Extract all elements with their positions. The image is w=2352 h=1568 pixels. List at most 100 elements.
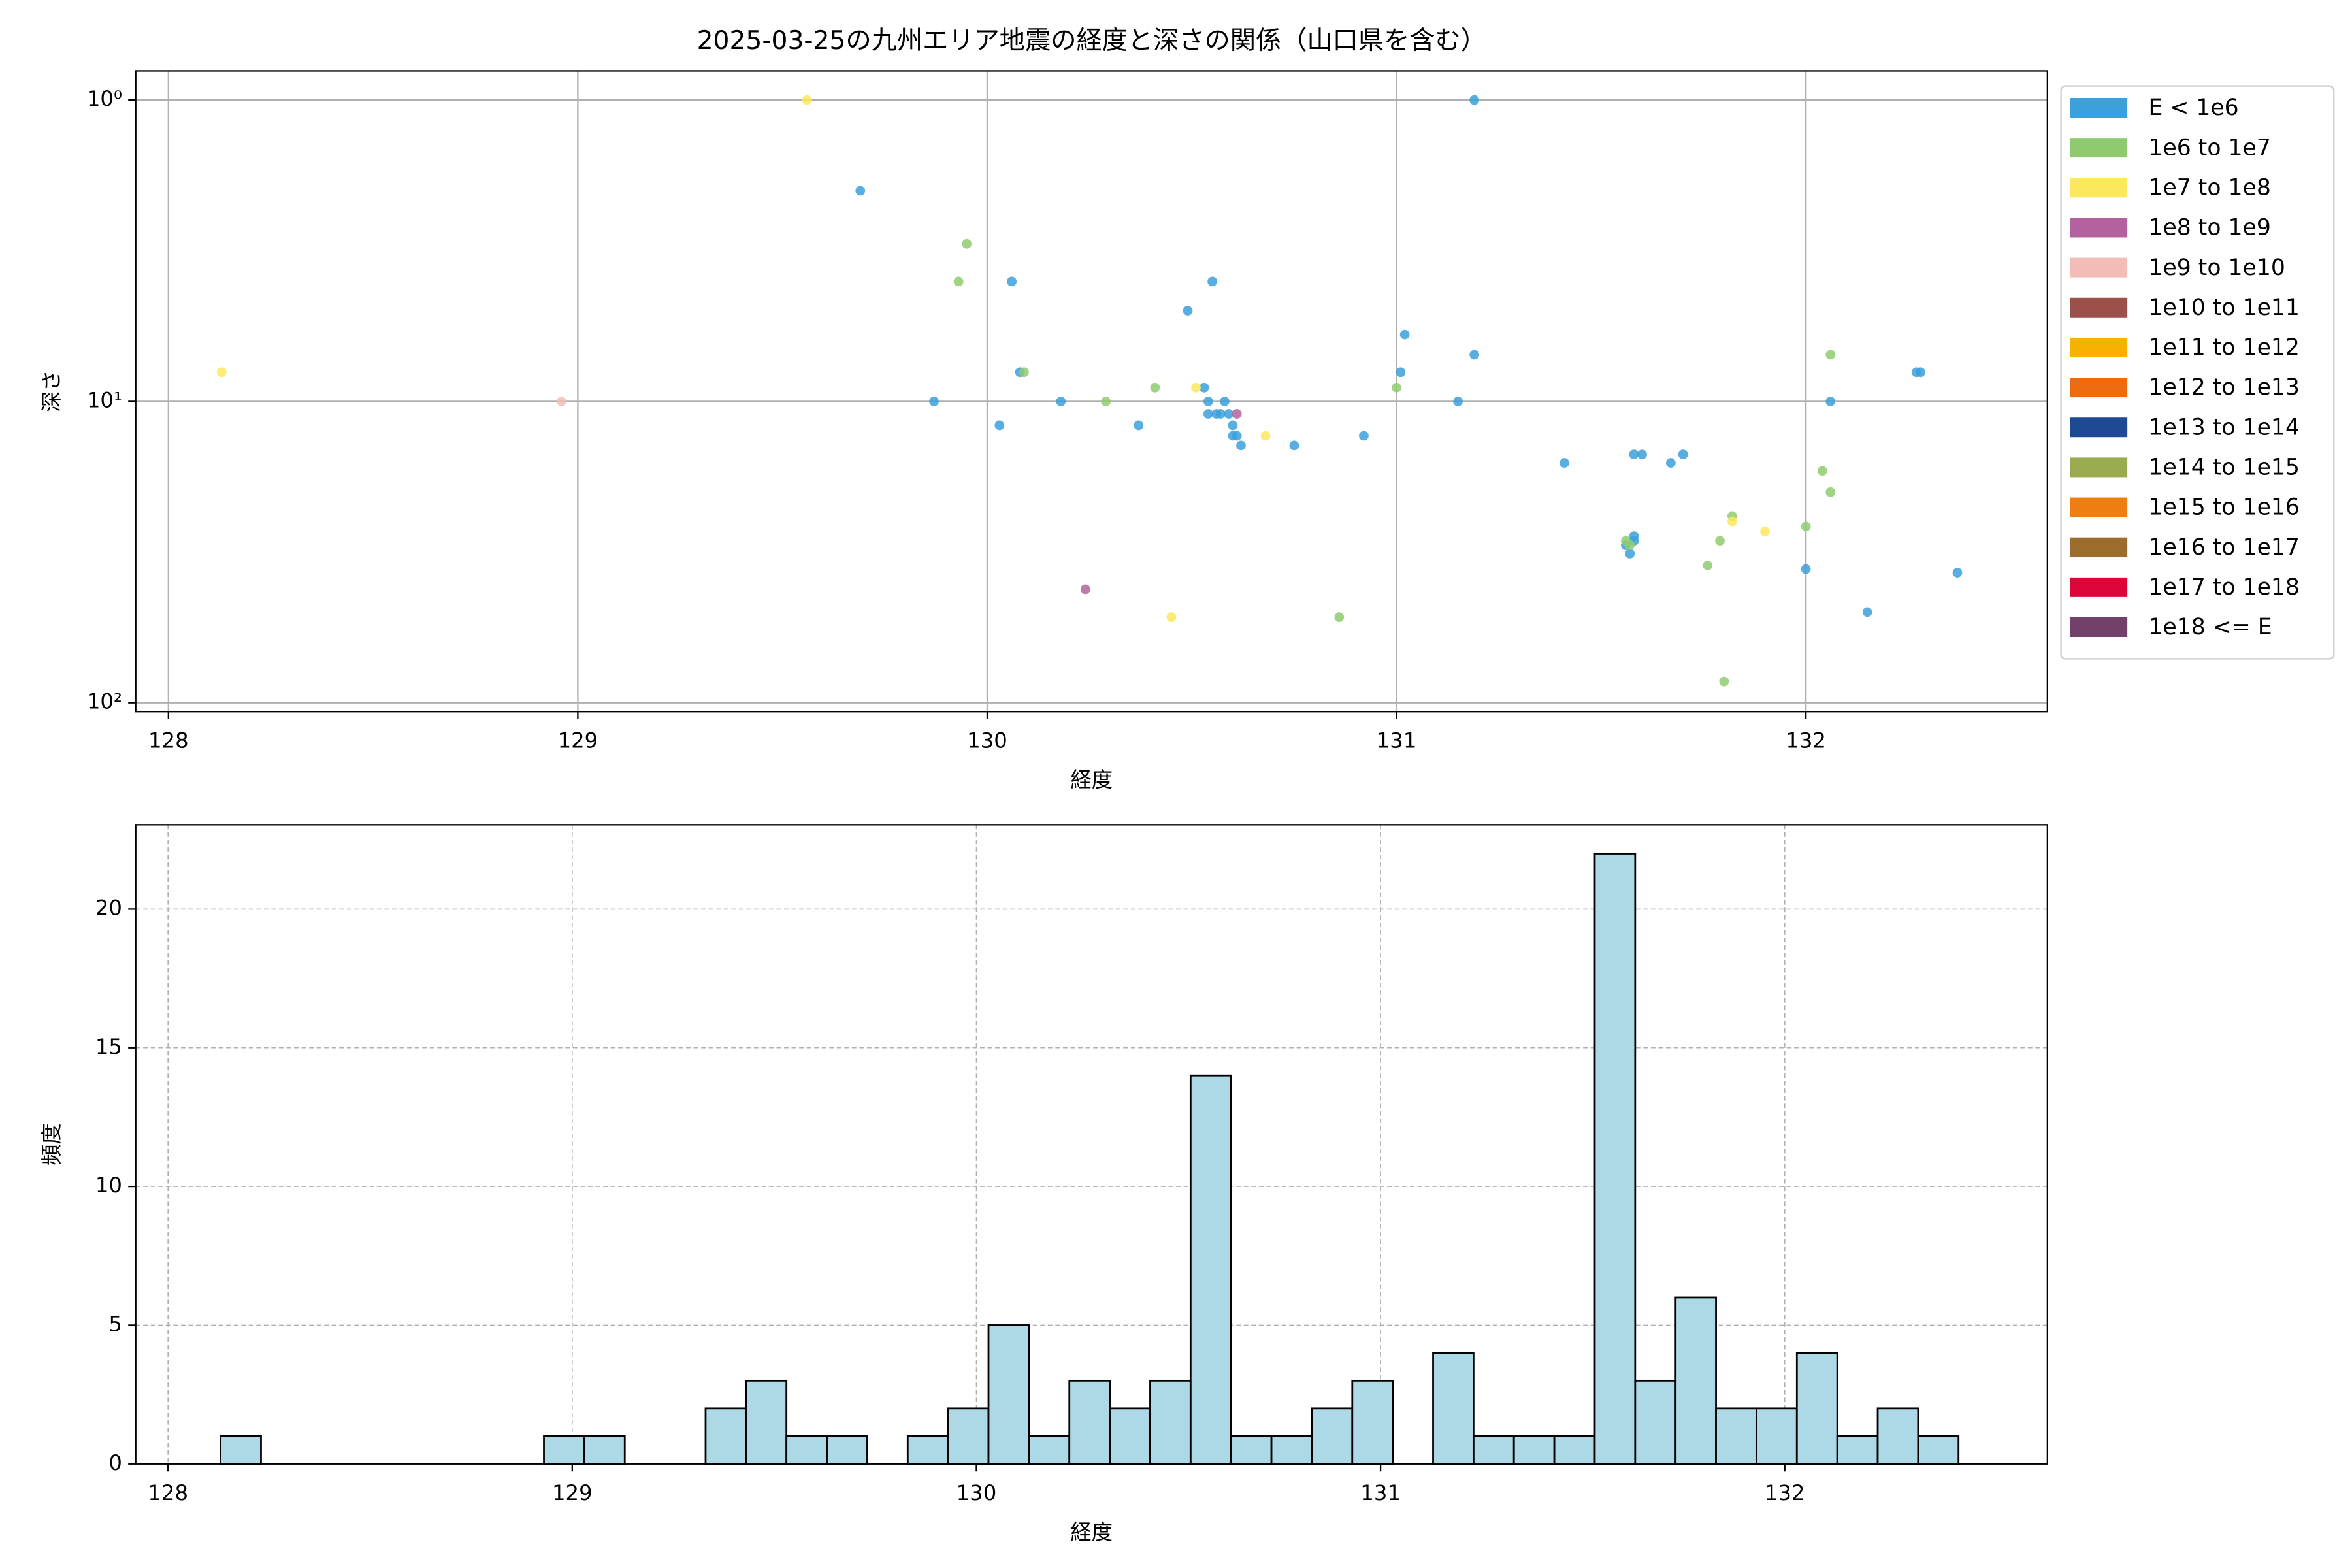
histogram-bar xyxy=(906,1435,949,1465)
scatter-point xyxy=(1760,527,1770,536)
histogram-bar xyxy=(745,1379,788,1465)
scatter-point xyxy=(1801,564,1811,574)
legend-label: 1e11 to 1e12 xyxy=(2148,335,2299,361)
histogram-bar xyxy=(1795,1352,1838,1465)
histogram-bar xyxy=(1472,1435,1515,1465)
legend-label: 1e18 <= E xyxy=(2148,614,2272,640)
histogram-bar xyxy=(947,1407,990,1465)
plot-frame xyxy=(135,70,2048,713)
legend-swatch xyxy=(2070,257,2128,278)
histogram-bar xyxy=(1230,1435,1273,1465)
legend-swatch xyxy=(2070,178,2128,198)
histogram-bar xyxy=(1512,1435,1556,1465)
scatter-point xyxy=(1236,440,1246,451)
scatter-point xyxy=(1719,676,1729,687)
scatter-point xyxy=(802,95,812,105)
legend-label: 1e12 to 1e13 xyxy=(2148,374,2299,400)
histogram-bar xyxy=(543,1435,585,1465)
histogram-bar xyxy=(220,1435,262,1465)
scatter-point xyxy=(1862,607,1872,617)
histogram-bar xyxy=(704,1407,747,1465)
histogram-bar xyxy=(1028,1435,1071,1465)
scatter-point xyxy=(1199,382,1209,393)
scatter-point xyxy=(1678,449,1688,460)
scatter-point xyxy=(1703,560,1713,570)
scatter-point xyxy=(953,276,964,287)
scatter-point xyxy=(1727,516,1737,527)
histogram-bar xyxy=(1674,1296,1717,1465)
scatter-point xyxy=(1453,397,1463,406)
y-tick-label: 0 xyxy=(108,1450,122,1475)
scatter-point xyxy=(1916,367,1925,378)
histogram-bar xyxy=(1836,1435,1879,1465)
histogram-bar xyxy=(1876,1407,1919,1465)
scatter-point xyxy=(1560,458,1569,468)
scatter-point xyxy=(1952,568,1963,578)
scatter-point xyxy=(1220,397,1230,406)
y-tick-label: 10 xyxy=(95,1173,122,1198)
scatter-point xyxy=(1150,382,1160,393)
histogram-bar xyxy=(785,1435,828,1465)
histogram-bar xyxy=(1270,1435,1313,1465)
scatter-point xyxy=(1215,409,1226,419)
scatter-point xyxy=(1666,458,1676,468)
scatter-point xyxy=(962,238,972,249)
histogram-bar xyxy=(1351,1379,1394,1465)
scatter-point xyxy=(1183,306,1193,316)
scatter-point xyxy=(1191,382,1201,393)
histogram-bar xyxy=(1917,1435,1960,1465)
histogram-bar xyxy=(1432,1352,1475,1465)
scatter-point xyxy=(1801,521,1811,532)
scatter-point xyxy=(1289,440,1299,451)
x-tick-label: 131 xyxy=(1360,1480,1401,1505)
legend-label: 1e13 to 1e14 xyxy=(2148,414,2299,440)
x-tick-label: 130 xyxy=(967,728,1007,753)
scatter-point xyxy=(1399,329,1410,340)
scatter-point xyxy=(1166,612,1177,623)
y-tick-label: 5 xyxy=(108,1311,122,1336)
scatter-point xyxy=(1396,367,1406,378)
legend-label: 1e14 to 1e15 xyxy=(2148,455,2299,481)
legend-label: 1e7 to 1e8 xyxy=(2148,174,2270,201)
scatter-point xyxy=(1228,420,1238,431)
scatter-point xyxy=(1203,409,1213,419)
legend-box xyxy=(2060,85,2335,660)
scatter-point xyxy=(1625,549,1635,559)
legend-swatch xyxy=(2070,297,2128,318)
scatter-point xyxy=(1629,449,1639,460)
scatter-point xyxy=(1224,409,1234,419)
y-tick-label: 10⁰ xyxy=(87,86,122,111)
scatter-point xyxy=(1207,276,1217,287)
histogram-bar xyxy=(1311,1407,1354,1465)
legend-swatch xyxy=(2070,98,2128,118)
plot-frame xyxy=(135,824,2048,1465)
legend-swatch xyxy=(2070,218,2128,238)
scatter-point xyxy=(1637,449,1647,460)
legend-swatch xyxy=(2070,537,2128,557)
scatter-point xyxy=(1469,95,1480,105)
x-tick-label: 128 xyxy=(148,1480,188,1505)
scatter-point xyxy=(1101,397,1111,406)
x-tick-label: 131 xyxy=(1377,728,1417,753)
scatter-point xyxy=(1715,536,1725,546)
histogram-bar xyxy=(1553,1435,1596,1465)
x-tick-label: 128 xyxy=(148,728,189,753)
scatter-point xyxy=(1134,420,1144,431)
scatter-point xyxy=(1007,276,1017,287)
scatter-point xyxy=(556,397,566,406)
scatter-point xyxy=(1056,397,1066,406)
histogram-bar xyxy=(1149,1379,1192,1465)
chart-title: 2025-03-25の九州エリア地震の経度と深さの関係（山口県を含む） xyxy=(697,26,1486,56)
y-tick-label: 10² xyxy=(87,689,122,714)
x-tick-label: 130 xyxy=(956,1480,997,1505)
y-tick-label: 15 xyxy=(95,1034,122,1059)
scatter-point xyxy=(1228,431,1238,441)
x-tick-label: 129 xyxy=(552,1480,593,1505)
scatter-point xyxy=(1825,350,1836,360)
scatter-point xyxy=(1080,584,1090,595)
scatter-point xyxy=(1260,431,1271,441)
x-tick-label: 129 xyxy=(558,728,598,753)
